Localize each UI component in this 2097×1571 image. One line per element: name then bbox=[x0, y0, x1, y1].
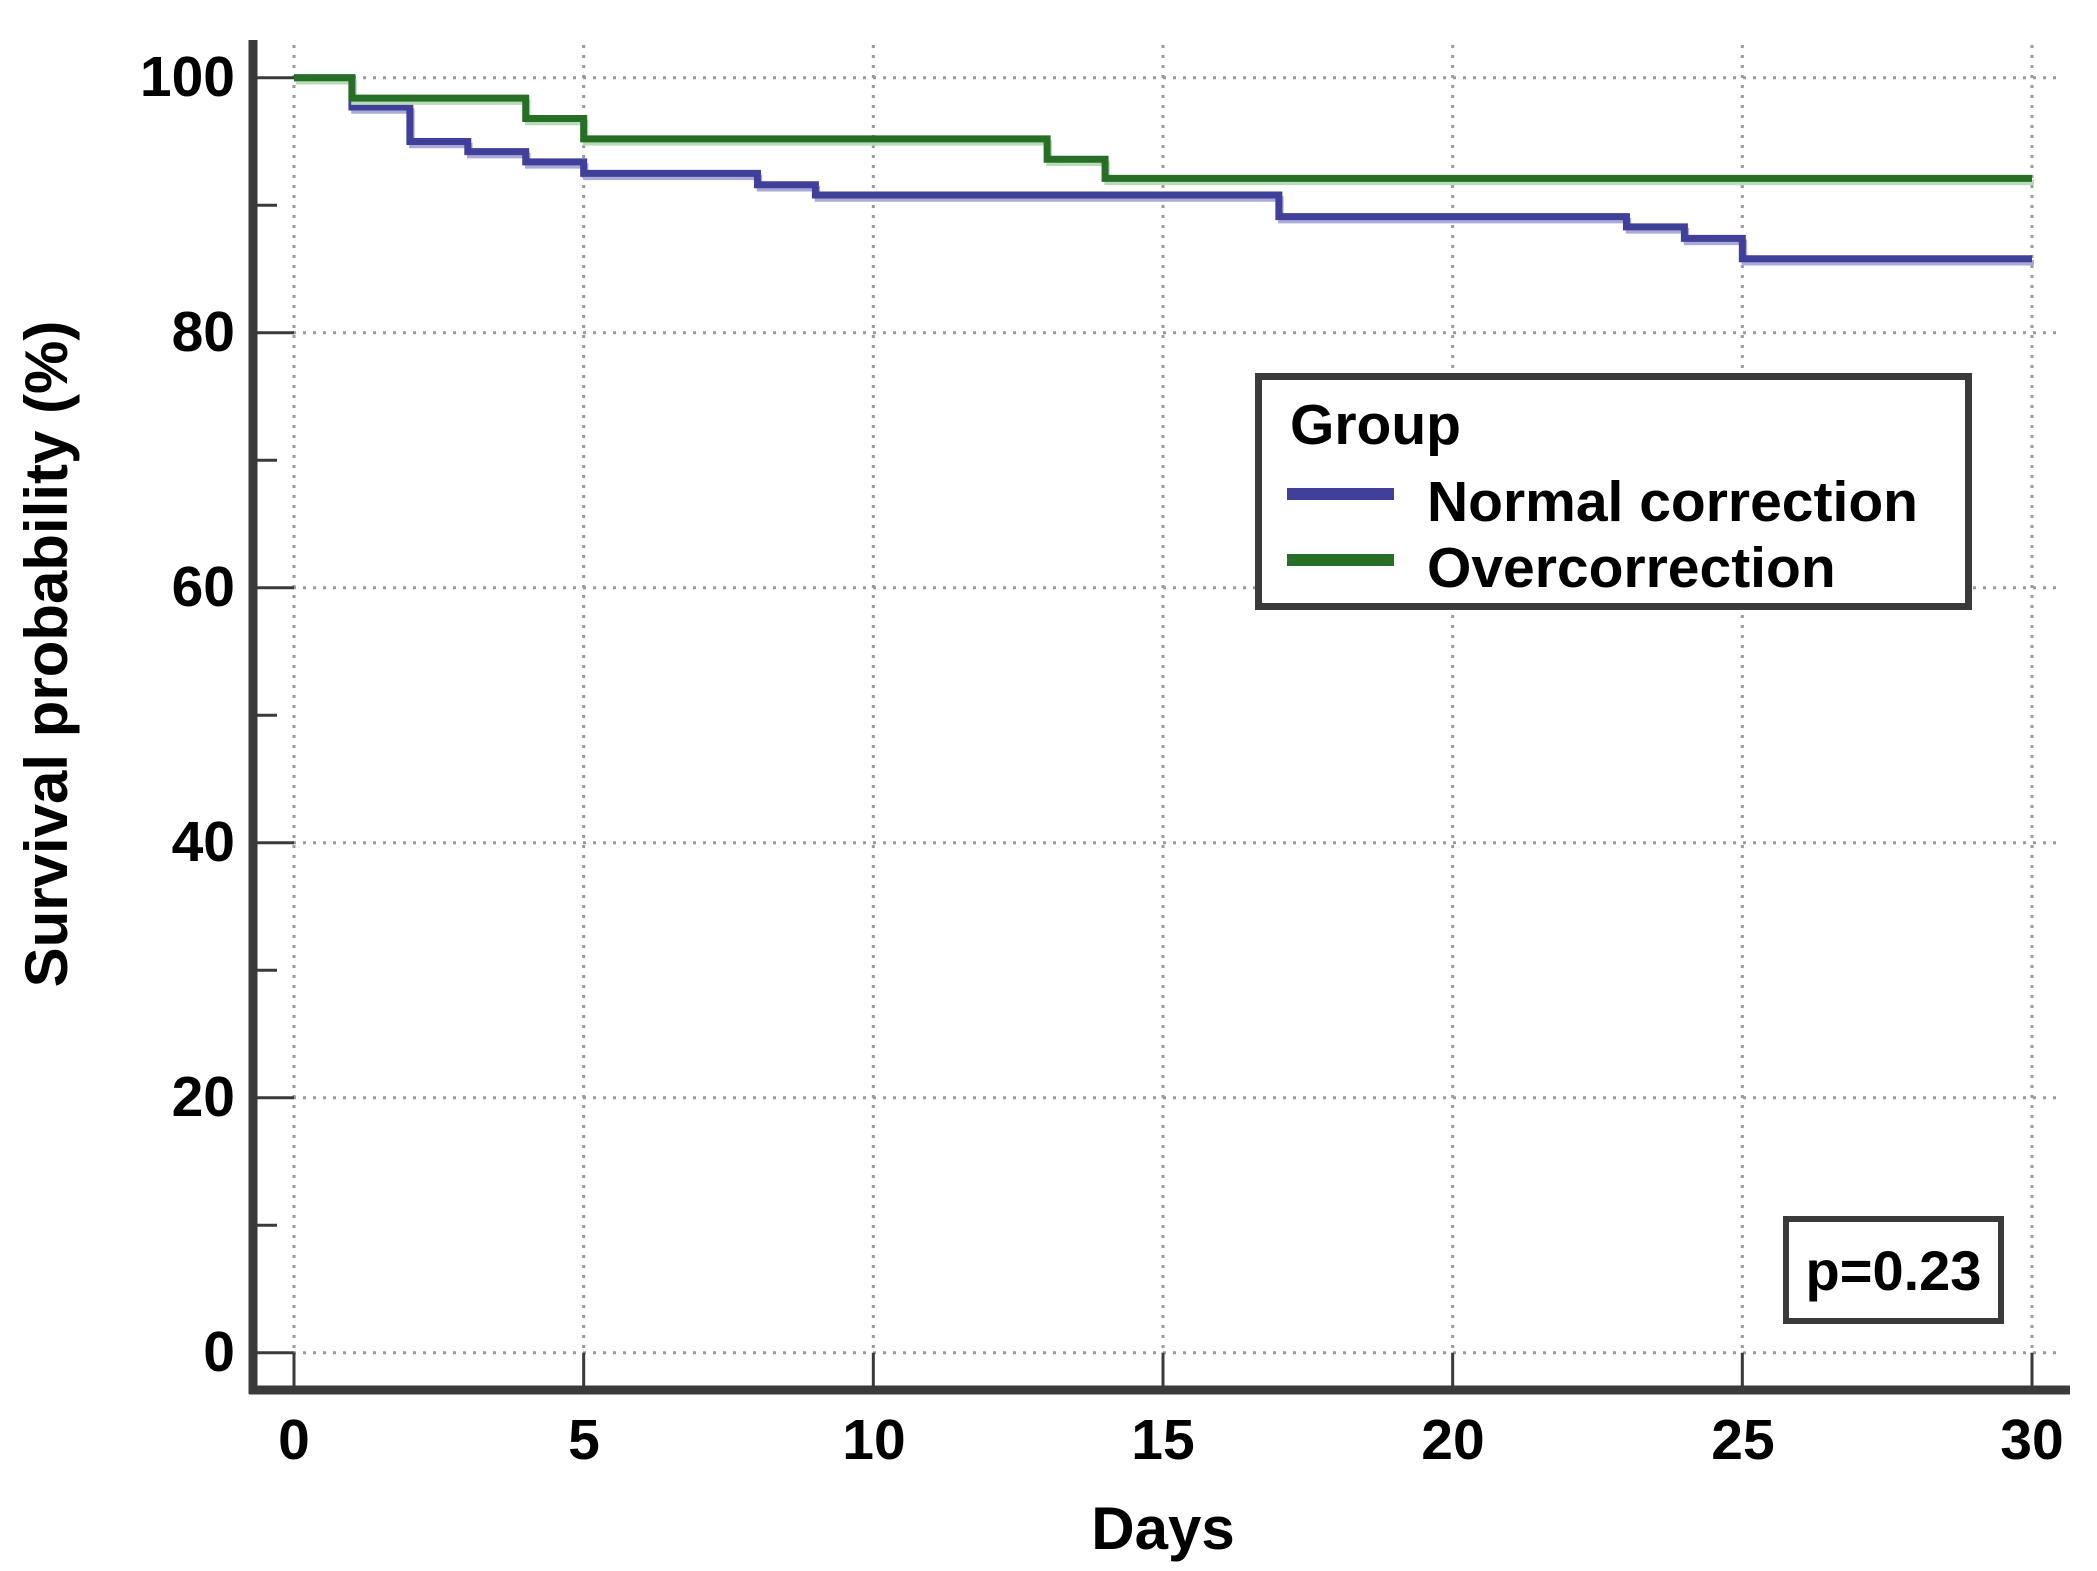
p-value-text: p=0.23 bbox=[1805, 1238, 1982, 1302]
legend-swatch-overcorrection bbox=[1287, 554, 1394, 566]
x-axis-title: Days bbox=[1091, 1495, 1235, 1562]
y-tick-label-40: 40 bbox=[171, 810, 235, 874]
legend-label-normal-correction: Normal correction bbox=[1427, 470, 1918, 534]
x-tick-label-25: 25 bbox=[1711, 1408, 1775, 1472]
x-tick-label-20: 20 bbox=[1421, 1408, 1485, 1472]
x-tick-label-30: 30 bbox=[2000, 1408, 2064, 1472]
legend-box: Group Normal correction Overcorrection bbox=[1255, 373, 1972, 610]
legend-label-overcorrection: Overcorrection bbox=[1427, 536, 1836, 600]
x-tick-label-15: 15 bbox=[1131, 1408, 1195, 1472]
y-tick-label-0: 0 bbox=[203, 1320, 235, 1384]
x-tick-label-10: 10 bbox=[842, 1408, 906, 1472]
y-tick-label-80: 80 bbox=[171, 300, 235, 364]
x-tick-label-0: 0 bbox=[278, 1408, 310, 1472]
legend-title: Group bbox=[1290, 393, 1461, 457]
y-tick-label-60: 60 bbox=[171, 555, 235, 619]
legend-swatch-normal-correction bbox=[1287, 488, 1394, 500]
y-tick-label-100: 100 bbox=[139, 45, 235, 109]
x-tick-label-5: 5 bbox=[568, 1408, 600, 1472]
y-tick-label-20: 20 bbox=[171, 1065, 235, 1129]
y-axis-title: Survival probability (%) bbox=[13, 320, 80, 988]
p-value-box: p=0.23 bbox=[1783, 1216, 2004, 1324]
